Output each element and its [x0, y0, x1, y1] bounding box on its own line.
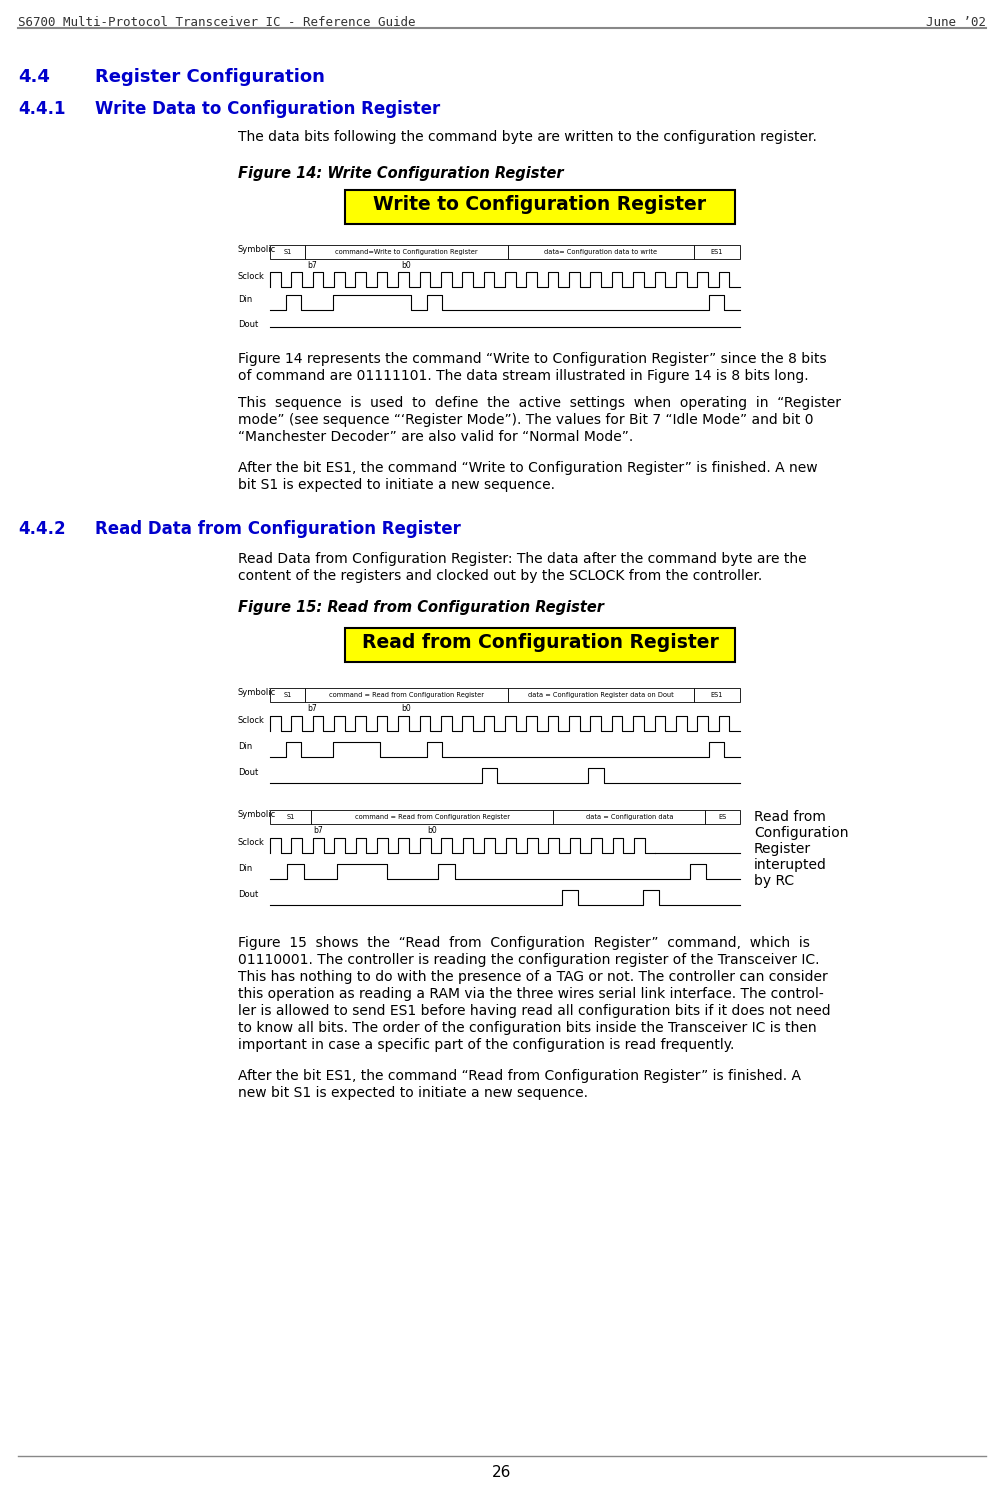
Text: command = Read from Configuration Register: command = Read from Configuration Regist… [355, 814, 510, 820]
Text: data = Configuration Register data on Dout: data = Configuration Register data on Do… [528, 692, 673, 698]
Bar [311, 810, 553, 825]
Text: Dout: Dout [238, 768, 258, 777]
Text: Register Configuration: Register Configuration [95, 68, 325, 86]
Text: ES1: ES1 [710, 692, 722, 698]
Text: Symbolic: Symbolic [238, 810, 276, 819]
Text: Write to Configuration Register: Write to Configuration Register [373, 195, 706, 214]
Text: 01110001. The controller is reading the configuration register of the Transceive: 01110001. The controller is reading the … [238, 953, 818, 967]
Text: b7: b7 [307, 262, 316, 270]
Text: Figure  15  shows  the  “Read  from  Configuration  Register”  command,  which  : Figure 15 shows the “Read from Configura… [238, 936, 809, 950]
Bar [705, 810, 739, 825]
Text: b0: b0 [401, 704, 411, 713]
Text: this operation as reading a RAM via the three wires serial link interface. The c: this operation as reading a RAM via the … [238, 987, 822, 1002]
Text: to know all bits. The order of the configuration bits inside the Transceiver IC : to know all bits. The order of the confi… [238, 1021, 815, 1036]
Text: Sclock: Sclock [238, 838, 265, 847]
Text: Din: Din [238, 296, 252, 305]
Text: Read from Configuration Register: Read from Configuration Register [361, 633, 718, 652]
Text: Figure 14: Write Configuration Register: Figure 14: Write Configuration Register [238, 166, 563, 181]
Text: Read Data from Configuration Register: The data after the command byte are the: Read Data from Configuration Register: T… [238, 551, 805, 566]
Text: S1: S1 [286, 814, 295, 820]
Text: Figure 14 represents the command “Write to Configuration Register” since the 8 b: Figure 14 represents the command “Write … [238, 352, 825, 366]
Text: bit S1 is expected to initiate a new sequence.: bit S1 is expected to initiate a new seq… [238, 478, 555, 492]
Bar [270, 245, 305, 259]
Bar [305, 688, 508, 701]
Text: b7: b7 [313, 826, 323, 835]
Text: content of the registers and clocked out by the SCLOCK from the controller.: content of the registers and clocked out… [238, 569, 761, 583]
Text: 26: 26 [491, 1465, 512, 1480]
Bar [345, 629, 734, 661]
Text: S1: S1 [283, 692, 291, 698]
Bar [270, 688, 305, 701]
Text: command=Write to Configuration Register: command=Write to Configuration Register [335, 250, 477, 256]
Text: mode” (see sequence “‘Register Mode”). The values for Bit 7 “Idle Mode” and bit : mode” (see sequence “‘Register Mode”). T… [238, 413, 812, 426]
Text: new bit S1 is expected to initiate a new sequence.: new bit S1 is expected to initiate a new… [238, 1086, 588, 1100]
Text: After the bit ES1, the command “Write to Configuration Register” is finished. A : After the bit ES1, the command “Write to… [238, 461, 816, 476]
Text: Din: Din [238, 863, 252, 872]
Text: This has nothing to do with the presence of a TAG or not. The controller can con: This has nothing to do with the presence… [238, 970, 826, 984]
Text: Din: Din [238, 742, 252, 750]
Bar [508, 688, 693, 701]
Text: command = Read from Configuration Register: command = Read from Configuration Regist… [329, 692, 483, 698]
Text: Dout: Dout [238, 890, 258, 899]
Text: Sclock: Sclock [238, 272, 265, 281]
Bar [693, 245, 739, 259]
Text: Read Data from Configuration Register: Read Data from Configuration Register [95, 520, 460, 538]
Text: by RC: by RC [753, 874, 793, 889]
Bar [508, 245, 693, 259]
Text: b0: b0 [427, 826, 437, 835]
Text: b7: b7 [307, 704, 316, 713]
Bar [270, 810, 311, 825]
Text: June ’02: June ’02 [925, 16, 985, 30]
Text: After the bit ES1, the command “Read from Configuration Register” is finished. A: After the bit ES1, the command “Read fro… [238, 1068, 800, 1083]
Text: S6700 Multi-Protocol Transceiver IC - Reference Guide: S6700 Multi-Protocol Transceiver IC - Re… [18, 16, 415, 30]
Text: Configuration: Configuration [753, 826, 848, 840]
Text: “Manchester Decoder” are also valid for “Normal Mode”.: “Manchester Decoder” are also valid for … [238, 429, 633, 444]
Bar [553, 810, 705, 825]
Text: data = Configuration data: data = Configuration data [585, 814, 672, 820]
Bar [345, 190, 734, 224]
Text: The data bits following the command byte are written to the configuration regist: The data bits following the command byte… [238, 129, 816, 144]
Bar [305, 245, 508, 259]
Text: Read from: Read from [753, 810, 825, 825]
Text: Sclock: Sclock [238, 716, 265, 725]
Text: 4.4: 4.4 [18, 68, 50, 86]
Text: Figure 15: Read from Configuration Register: Figure 15: Read from Configuration Regis… [238, 600, 604, 615]
Text: Register: Register [753, 843, 810, 856]
Text: 4.4.1: 4.4.1 [18, 100, 65, 117]
Text: Write Data to Configuration Register: Write Data to Configuration Register [95, 100, 439, 117]
Text: b0: b0 [401, 262, 411, 270]
Text: ES: ES [718, 814, 726, 820]
Text: data= Configuration data to write: data= Configuration data to write [544, 250, 657, 256]
Text: Symbolic: Symbolic [238, 245, 276, 254]
Text: ler is allowed to send ES1 before having read all configuration bits if it does : ler is allowed to send ES1 before having… [238, 1005, 829, 1018]
Text: 4.4.2: 4.4.2 [18, 520, 65, 538]
Text: ES1: ES1 [710, 250, 722, 256]
Text: important in case a specific part of the configuration is read frequently.: important in case a specific part of the… [238, 1039, 733, 1052]
Bar [693, 688, 739, 701]
Text: Dout: Dout [238, 319, 258, 328]
Text: of command are 01111101. The data stream illustrated in Figure 14 is 8 bits long: of command are 01111101. The data stream… [238, 369, 807, 383]
Text: Symbolic: Symbolic [238, 688, 276, 697]
Text: This  sequence  is  used  to  define  the  active  settings  when  operating  in: This sequence is used to define the acti… [238, 395, 841, 410]
Text: S1: S1 [283, 250, 291, 256]
Text: interupted: interupted [753, 857, 826, 872]
